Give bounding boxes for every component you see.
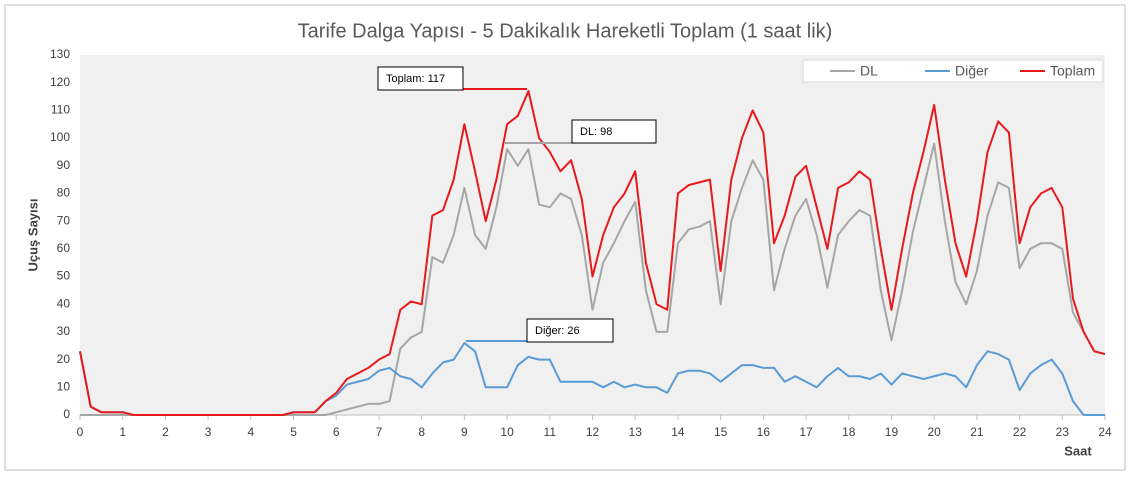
x-tick-label: 21 <box>970 425 984 439</box>
x-tick-label: 17 <box>799 425 813 439</box>
x-tick-label: 9 <box>461 425 468 439</box>
x-tick-label: 1 <box>119 425 126 439</box>
y-tick-label: 70 <box>57 213 71 227</box>
x-tick-label: 4 <box>247 425 254 439</box>
x-tick-label: 5 <box>290 425 297 439</box>
x-tick-label: 20 <box>927 425 941 439</box>
chart-title: Tarife Dalga Yapısı - 5 Dakikalık Hareke… <box>298 20 833 42</box>
legend-label: Toplam <box>1050 63 1095 79</box>
y-tick-label: 80 <box>57 186 71 200</box>
x-tick-label: 19 <box>885 425 899 439</box>
y-tick-label: 100 <box>50 130 70 144</box>
x-tick-label: 15 <box>714 425 728 439</box>
x-axis-label: Saat <box>1064 443 1092 458</box>
annotation-text: Toplam: 117 <box>386 73 445 85</box>
x-tick-label: 24 <box>1098 425 1112 439</box>
annotation-box <box>571 119 657 144</box>
legend-box <box>802 59 1104 83</box>
x-tick-label: 22 <box>1013 425 1027 439</box>
y-axis-label: Uçuş Sayısı <box>25 199 40 272</box>
x-tick-label: 23 <box>1056 425 1070 439</box>
legend-label: Diğer <box>955 63 989 79</box>
legend-label: DL <box>860 63 878 79</box>
x-tick-label: 6 <box>333 425 340 439</box>
annotation-text: DL: 98 <box>580 126 612 138</box>
y-tick-label: 60 <box>57 241 71 255</box>
annotation-box <box>526 318 614 343</box>
x-tick-label: 7 <box>376 425 383 439</box>
y-tick-label: 40 <box>57 296 71 310</box>
annotation-box <box>377 66 464 91</box>
x-tick-label: 13 <box>629 425 643 439</box>
x-tick-label: 10 <box>500 425 514 439</box>
y-tick-label: 130 <box>50 47 70 61</box>
x-tick-label: 12 <box>586 425 600 439</box>
x-tick-label: 2 <box>162 425 169 439</box>
x-tick-label: 16 <box>757 425 771 439</box>
plot-area <box>80 55 1105 415</box>
x-tick-label: 14 <box>671 425 685 439</box>
x-tick-label: 8 <box>418 425 425 439</box>
y-tick-label: 20 <box>57 352 71 366</box>
y-tick-label: 30 <box>57 324 71 338</box>
y-tick-label: 10 <box>57 379 71 393</box>
y-tick-label: 50 <box>57 269 71 283</box>
y-tick-label: 90 <box>57 158 71 172</box>
x-tick-label: 0 <box>77 425 84 439</box>
x-tick-label: 18 <box>842 425 856 439</box>
x-tick-label: 3 <box>205 425 212 439</box>
y-tick-label: 120 <box>50 75 70 89</box>
annotation-text: Diğer: 26 <box>535 325 580 337</box>
x-tick-label: 11 <box>544 425 557 439</box>
series-line <box>79 90 1106 416</box>
y-tick-label: 110 <box>51 103 70 117</box>
y-tick-label: 0 <box>63 407 70 421</box>
